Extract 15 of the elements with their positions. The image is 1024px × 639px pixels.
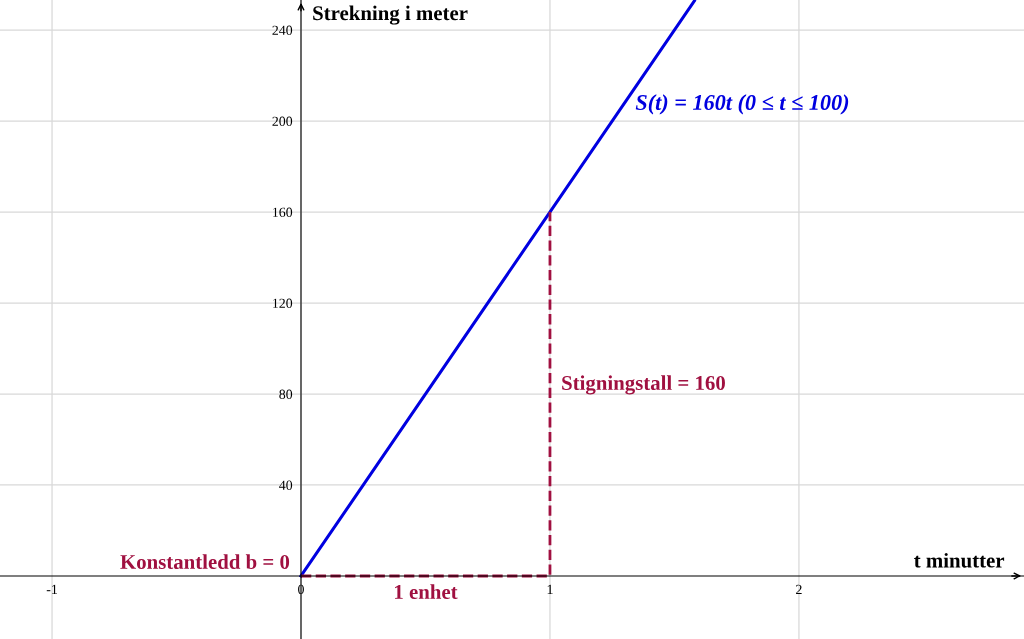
x-tick-label: 1 (547, 584, 553, 594)
annotation: 1 enhet (395, 584, 458, 599)
y-tick-label: 200 (272, 116, 293, 126)
annotation: Konstantledd b = 0 (120, 554, 290, 569)
series-label: S(t) = 160t (0 ≤ t ≤ 100) (635, 94, 849, 115)
y-axis-title: Strekning i meter (313, 5, 468, 25)
x-tick-label: -1 (46, 584, 57, 594)
x-axis-title: t minutter (914, 552, 1005, 568)
y-tick-label: 160 (273, 207, 293, 217)
y-tick-label: 240 (272, 25, 293, 35)
annotation: Stigningstall = 160 (562, 375, 725, 395)
y-tick-label: 80 (279, 389, 293, 399)
y-tick-label: 40 (279, 480, 293, 490)
y-tick-label: 120 (273, 298, 293, 308)
x-tick-label: 2 (796, 584, 802, 594)
